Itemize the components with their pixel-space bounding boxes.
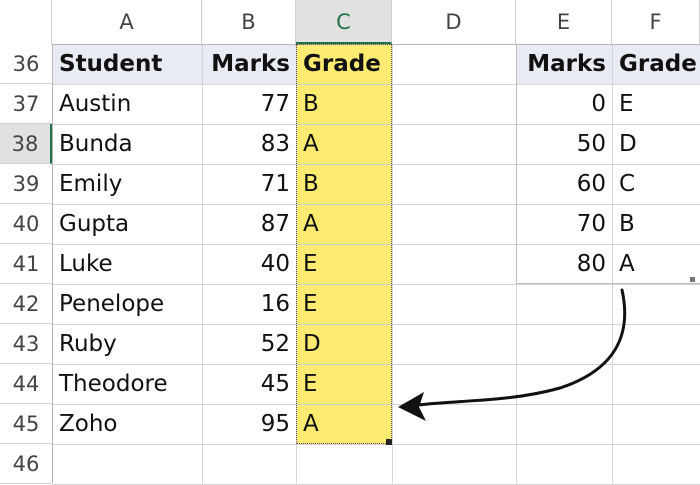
row-header-42[interactable]: 42 xyxy=(0,284,52,324)
cell-student[interactable]: Ruby xyxy=(59,331,117,357)
gridline-h xyxy=(52,364,700,365)
gridline-h xyxy=(52,204,700,205)
column-header-b[interactable]: B xyxy=(202,0,296,44)
cell-grade[interactable]: A xyxy=(297,205,392,244)
cell-grade[interactable]: E xyxy=(297,285,392,324)
gridline-h xyxy=(52,324,700,325)
fill-handle-selection[interactable] xyxy=(386,439,392,445)
column-header-e[interactable]: E xyxy=(516,0,612,44)
row-header-41[interactable]: 41 xyxy=(0,244,52,284)
cell-marks[interactable]: 52 xyxy=(260,331,290,357)
header-student[interactable]: Student xyxy=(53,45,202,84)
cell-student[interactable]: Emily xyxy=(59,171,123,197)
lookup-header-marks[interactable]: Marks xyxy=(517,45,612,84)
gridline-h xyxy=(52,244,700,245)
header-marks[interactable]: Marks xyxy=(203,45,296,84)
column-header-d[interactable]: D xyxy=(392,0,516,44)
cell-grade[interactable]: D xyxy=(297,325,392,364)
lookup-header-grade[interactable]: Grade xyxy=(613,45,700,84)
row-header-37[interactable]: 37 xyxy=(0,84,52,124)
gridline-v xyxy=(612,44,613,483)
gridline-v xyxy=(202,44,203,483)
column-header-c[interactable]: C xyxy=(296,0,392,44)
gridline-h xyxy=(52,84,700,85)
cell-grade[interactable]: A xyxy=(297,405,392,444)
lookup-cell-marks[interactable]: 70 xyxy=(576,211,606,237)
header-grade[interactable]: Grade xyxy=(297,45,392,84)
cell-marks[interactable]: 71 xyxy=(260,171,290,197)
lookup-cell-marks[interactable]: 0 xyxy=(591,91,606,117)
cell-grade[interactable]: E xyxy=(297,365,392,404)
gridline-h xyxy=(52,404,700,405)
lookup-cell-grade[interactable]: C xyxy=(619,171,636,197)
lookup-cell-grade[interactable]: D xyxy=(619,131,637,157)
row-header-43[interactable]: 43 xyxy=(0,324,52,364)
cell-student[interactable]: Theodore xyxy=(59,371,168,397)
row-header-45[interactable]: 45 xyxy=(0,404,52,444)
select-all-corner[interactable] xyxy=(0,0,52,44)
lookup-cell-grade[interactable]: E xyxy=(619,91,634,117)
cell-marks[interactable]: 87 xyxy=(260,211,290,237)
gridline-h xyxy=(52,124,700,125)
fill-handle-lookup[interactable] xyxy=(690,277,695,282)
cell-marks[interactable]: 40 xyxy=(260,251,290,277)
row-header-40[interactable]: 40 xyxy=(0,204,52,244)
cell-grade[interactable]: E xyxy=(297,245,392,284)
cell-student[interactable]: Penelope xyxy=(59,291,165,317)
gridline-h xyxy=(52,284,700,285)
gridline-h xyxy=(52,444,700,445)
cell-student[interactable]: Luke xyxy=(59,251,113,277)
cell-grade[interactable]: B xyxy=(297,165,392,204)
cell-grade[interactable]: A xyxy=(297,125,392,164)
cell-student[interactable]: Zoho xyxy=(59,411,118,437)
column-header-a[interactable]: A xyxy=(52,0,202,44)
cell-marks[interactable]: 77 xyxy=(260,91,290,117)
lookup-cell-grade[interactable]: B xyxy=(619,211,635,237)
gridline-h xyxy=(52,164,700,165)
gridline-v xyxy=(392,44,393,483)
row-header-39[interactable]: 39 xyxy=(0,164,52,204)
lookup-cell-marks[interactable]: 60 xyxy=(576,171,606,197)
cell-grade[interactable]: B xyxy=(297,85,392,124)
cell-marks[interactable]: 95 xyxy=(260,411,290,437)
row-header-36[interactable]: 36 xyxy=(0,44,52,84)
cell-student[interactable]: Bunda xyxy=(59,131,133,157)
lookup-cell-marks[interactable]: 50 xyxy=(576,131,606,157)
cell-marks[interactable]: 16 xyxy=(260,291,290,317)
cell-marks[interactable]: 45 xyxy=(260,371,290,397)
cell-student[interactable]: Austin xyxy=(59,91,132,117)
lookup-cell-grade[interactable]: A xyxy=(619,251,635,277)
cell-student[interactable]: Gupta xyxy=(59,211,130,237)
cell-marks[interactable]: 83 xyxy=(260,131,290,157)
lookup-cell-marks[interactable]: 80 xyxy=(576,251,606,277)
row-header-38[interactable]: 38 xyxy=(0,124,52,164)
row-header-44[interactable]: 44 xyxy=(0,364,52,404)
row-header-bar: 36 37 38 39 40 41 42 43 44 45 46 xyxy=(0,44,53,484)
